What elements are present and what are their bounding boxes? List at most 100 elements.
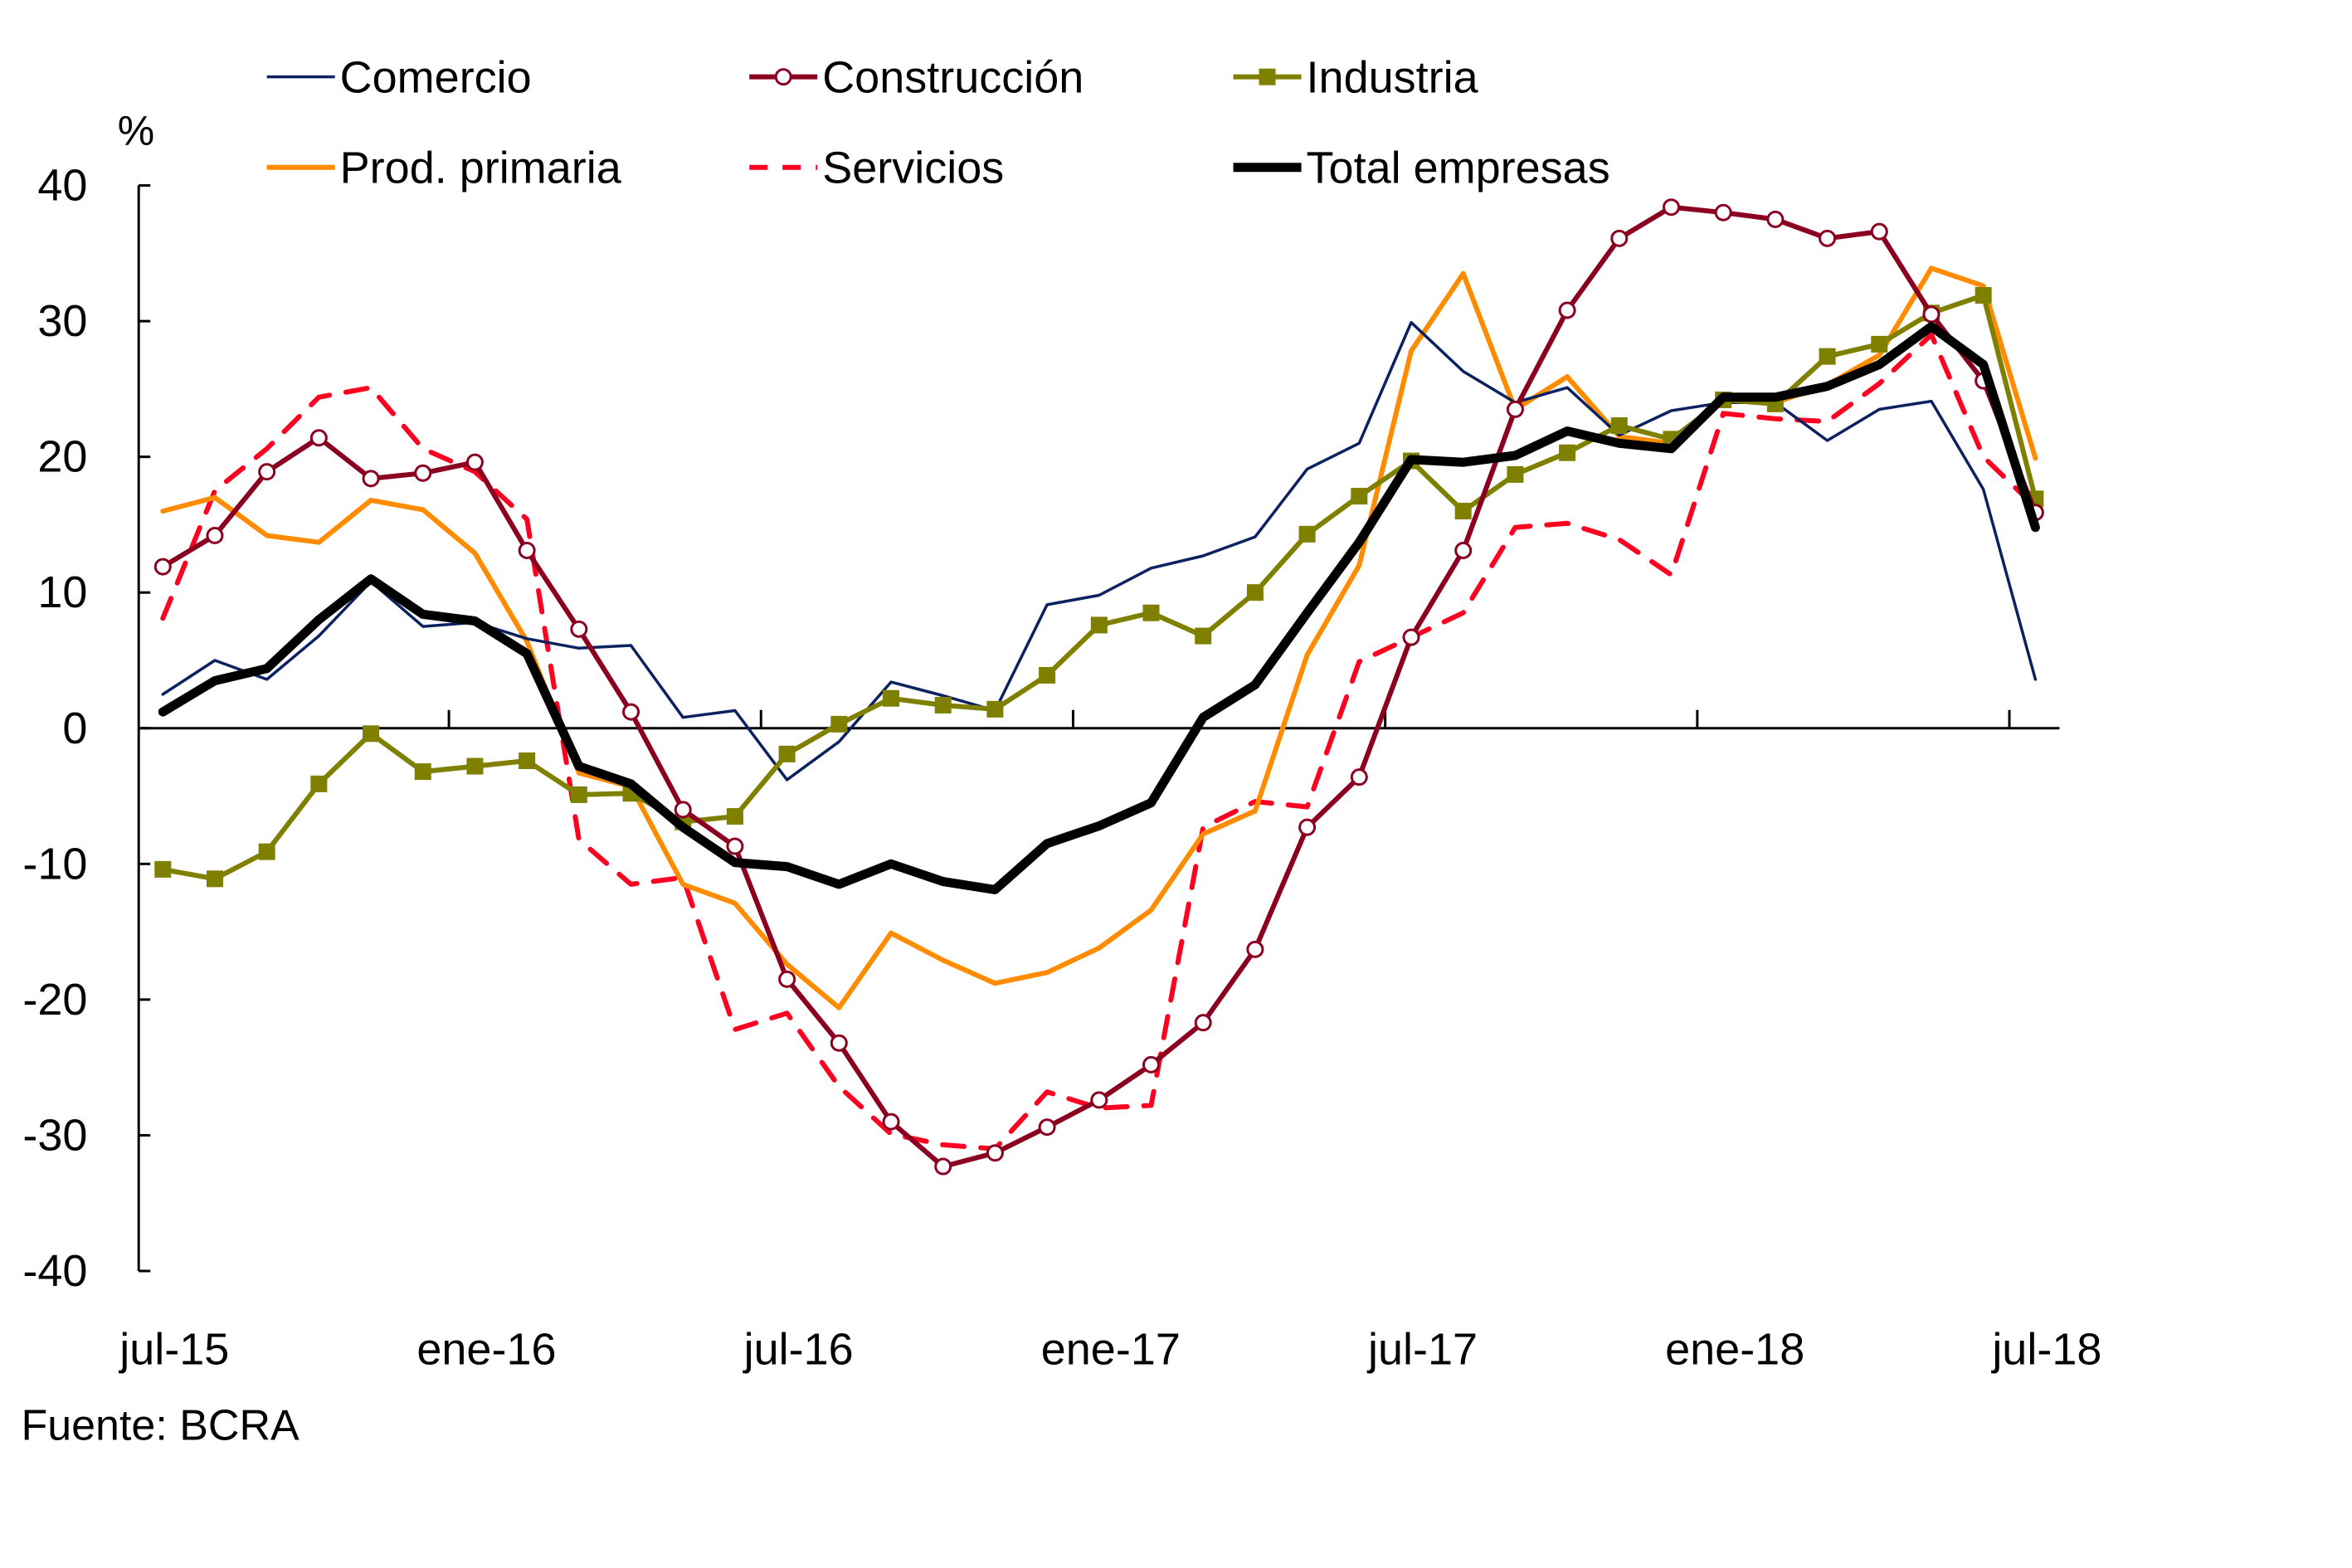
- x-tick-label: jul-17: [1366, 1325, 1478, 1375]
- data-point: [154, 860, 172, 878]
- legend-label: Comercio: [340, 53, 532, 103]
- data-point: [414, 763, 431, 781]
- series-line: [160, 293, 2038, 882]
- legend-item: Comercio: [266, 53, 532, 103]
- legend-label: Prod. primaria: [340, 144, 622, 193]
- data-point: [883, 689, 900, 707]
- y-axis: -40 -30 -20 -10 0 10 20 30 40: [22, 161, 151, 1296]
- data-point: [674, 801, 692, 819]
- legend: Comercio Construcción Industria Prod. prima…: [266, 53, 1610, 193]
- x-tick-label: ene-17: [1041, 1325, 1181, 1375]
- data-point: [363, 725, 380, 743]
- data-point: [1714, 203, 1732, 222]
- data-point: [1454, 503, 1472, 520]
- data-point: [310, 775, 328, 792]
- data-point: [934, 1157, 952, 1176]
- y-tick-label: 40: [37, 161, 87, 211]
- data-point: [1871, 335, 1888, 353]
- data-point: [518, 541, 536, 559]
- data-point: [1662, 198, 1680, 217]
- x-axis: jul-15 ene-16 jul-16 ene-17 jul-17 ene-18 jul-…: [118, 709, 2101, 1375]
- legend-item: Prod. primaria: [266, 144, 622, 193]
- y-tick-label: -10: [22, 839, 87, 889]
- data-point: [1870, 222, 1888, 241]
- y-tick-label: 10: [37, 567, 87, 617]
- data-point: [570, 786, 587, 803]
- data-point: [1766, 210, 1785, 228]
- series-total-empresas: [158, 322, 2040, 894]
- data-point: [1454, 541, 1473, 559]
- data-point: [1350, 768, 1368, 786]
- y-tick-label: 0: [62, 704, 87, 753]
- series-comercio: [161, 320, 2038, 782]
- legend-label: Total empresas: [1307, 144, 1610, 193]
- data-point: [1142, 1055, 1161, 1074]
- legend-label: Construcción: [822, 53, 1083, 103]
- data-point: [882, 1113, 900, 1131]
- data-point: [1558, 301, 1576, 319]
- series-prod-primaria: [160, 265, 2038, 1010]
- y-axis-unit-label: %: [118, 107, 154, 153]
- data-point: [1506, 400, 1524, 418]
- y-tick-label: 30: [37, 296, 87, 346]
- series-line: [158, 322, 2040, 894]
- x-tick-label: jul-15: [118, 1325, 229, 1375]
- data-point: [570, 620, 588, 638]
- data-point: [1610, 229, 1629, 247]
- data-point: [778, 970, 796, 988]
- data-point: [1038, 1118, 1056, 1137]
- data-point: [206, 527, 224, 545]
- data-point: [519, 752, 536, 770]
- data-point: [1246, 584, 1264, 601]
- series-layer: [153, 198, 2044, 1176]
- data-point: [1610, 417, 1628, 435]
- series-line: [160, 265, 2038, 1010]
- x-tick-label: ene-18: [1665, 1325, 1804, 1375]
- data-point: [414, 464, 432, 482]
- legend-item: Servicios: [749, 144, 1004, 193]
- legend-item: Industria: [1233, 53, 1479, 103]
- data-point: [830, 715, 848, 733]
- x-tick-label: jul-16: [743, 1325, 854, 1375]
- data-point: [362, 470, 380, 488]
- legend-item: Construcción: [749, 53, 1083, 103]
- data-point: [1819, 348, 1836, 365]
- data-point: [258, 843, 275, 860]
- y-tick-label: -30: [22, 1110, 87, 1160]
- data-point: [622, 703, 640, 721]
- legend-marker: [1259, 68, 1276, 85]
- x-tick-label: jul-18: [1990, 1325, 2101, 1375]
- data-point: [726, 837, 744, 855]
- series-industria: [154, 287, 2044, 888]
- data-point: [1559, 444, 1576, 461]
- data-point: [1975, 287, 1992, 304]
- data-point: [153, 558, 172, 576]
- x-tick-label: ene-16: [416, 1325, 556, 1375]
- data-point: [1246, 940, 1264, 958]
- data-point: [1819, 229, 1837, 247]
- data-point: [1298, 525, 1316, 543]
- data-point: [778, 745, 796, 762]
- y-tick-label: -20: [22, 975, 87, 1025]
- data-point: [830, 1034, 848, 1052]
- data-point: [1351, 488, 1368, 505]
- data-point: [309, 429, 328, 447]
- data-point: [1090, 1091, 1108, 1109]
- series-servicios: [160, 332, 2038, 1152]
- source-note: Fuente: BCRA: [21, 1402, 299, 1450]
- data-point: [1194, 1014, 1212, 1032]
- data-point: [1039, 666, 1056, 684]
- series-line: [160, 204, 2038, 1170]
- data-point: [934, 696, 952, 713]
- data-point: [258, 463, 276, 481]
- data-point: [1507, 465, 1524, 483]
- legend-item: Total empresas: [1233, 144, 1610, 193]
- data-point: [986, 1144, 1004, 1162]
- data-point: [1922, 305, 1941, 324]
- data-point: [466, 757, 484, 775]
- data-point: [206, 870, 223, 888]
- data-point: [465, 453, 484, 471]
- data-point: [1195, 627, 1212, 645]
- data-point: [1090, 616, 1108, 634]
- legend-marker: [774, 68, 792, 86]
